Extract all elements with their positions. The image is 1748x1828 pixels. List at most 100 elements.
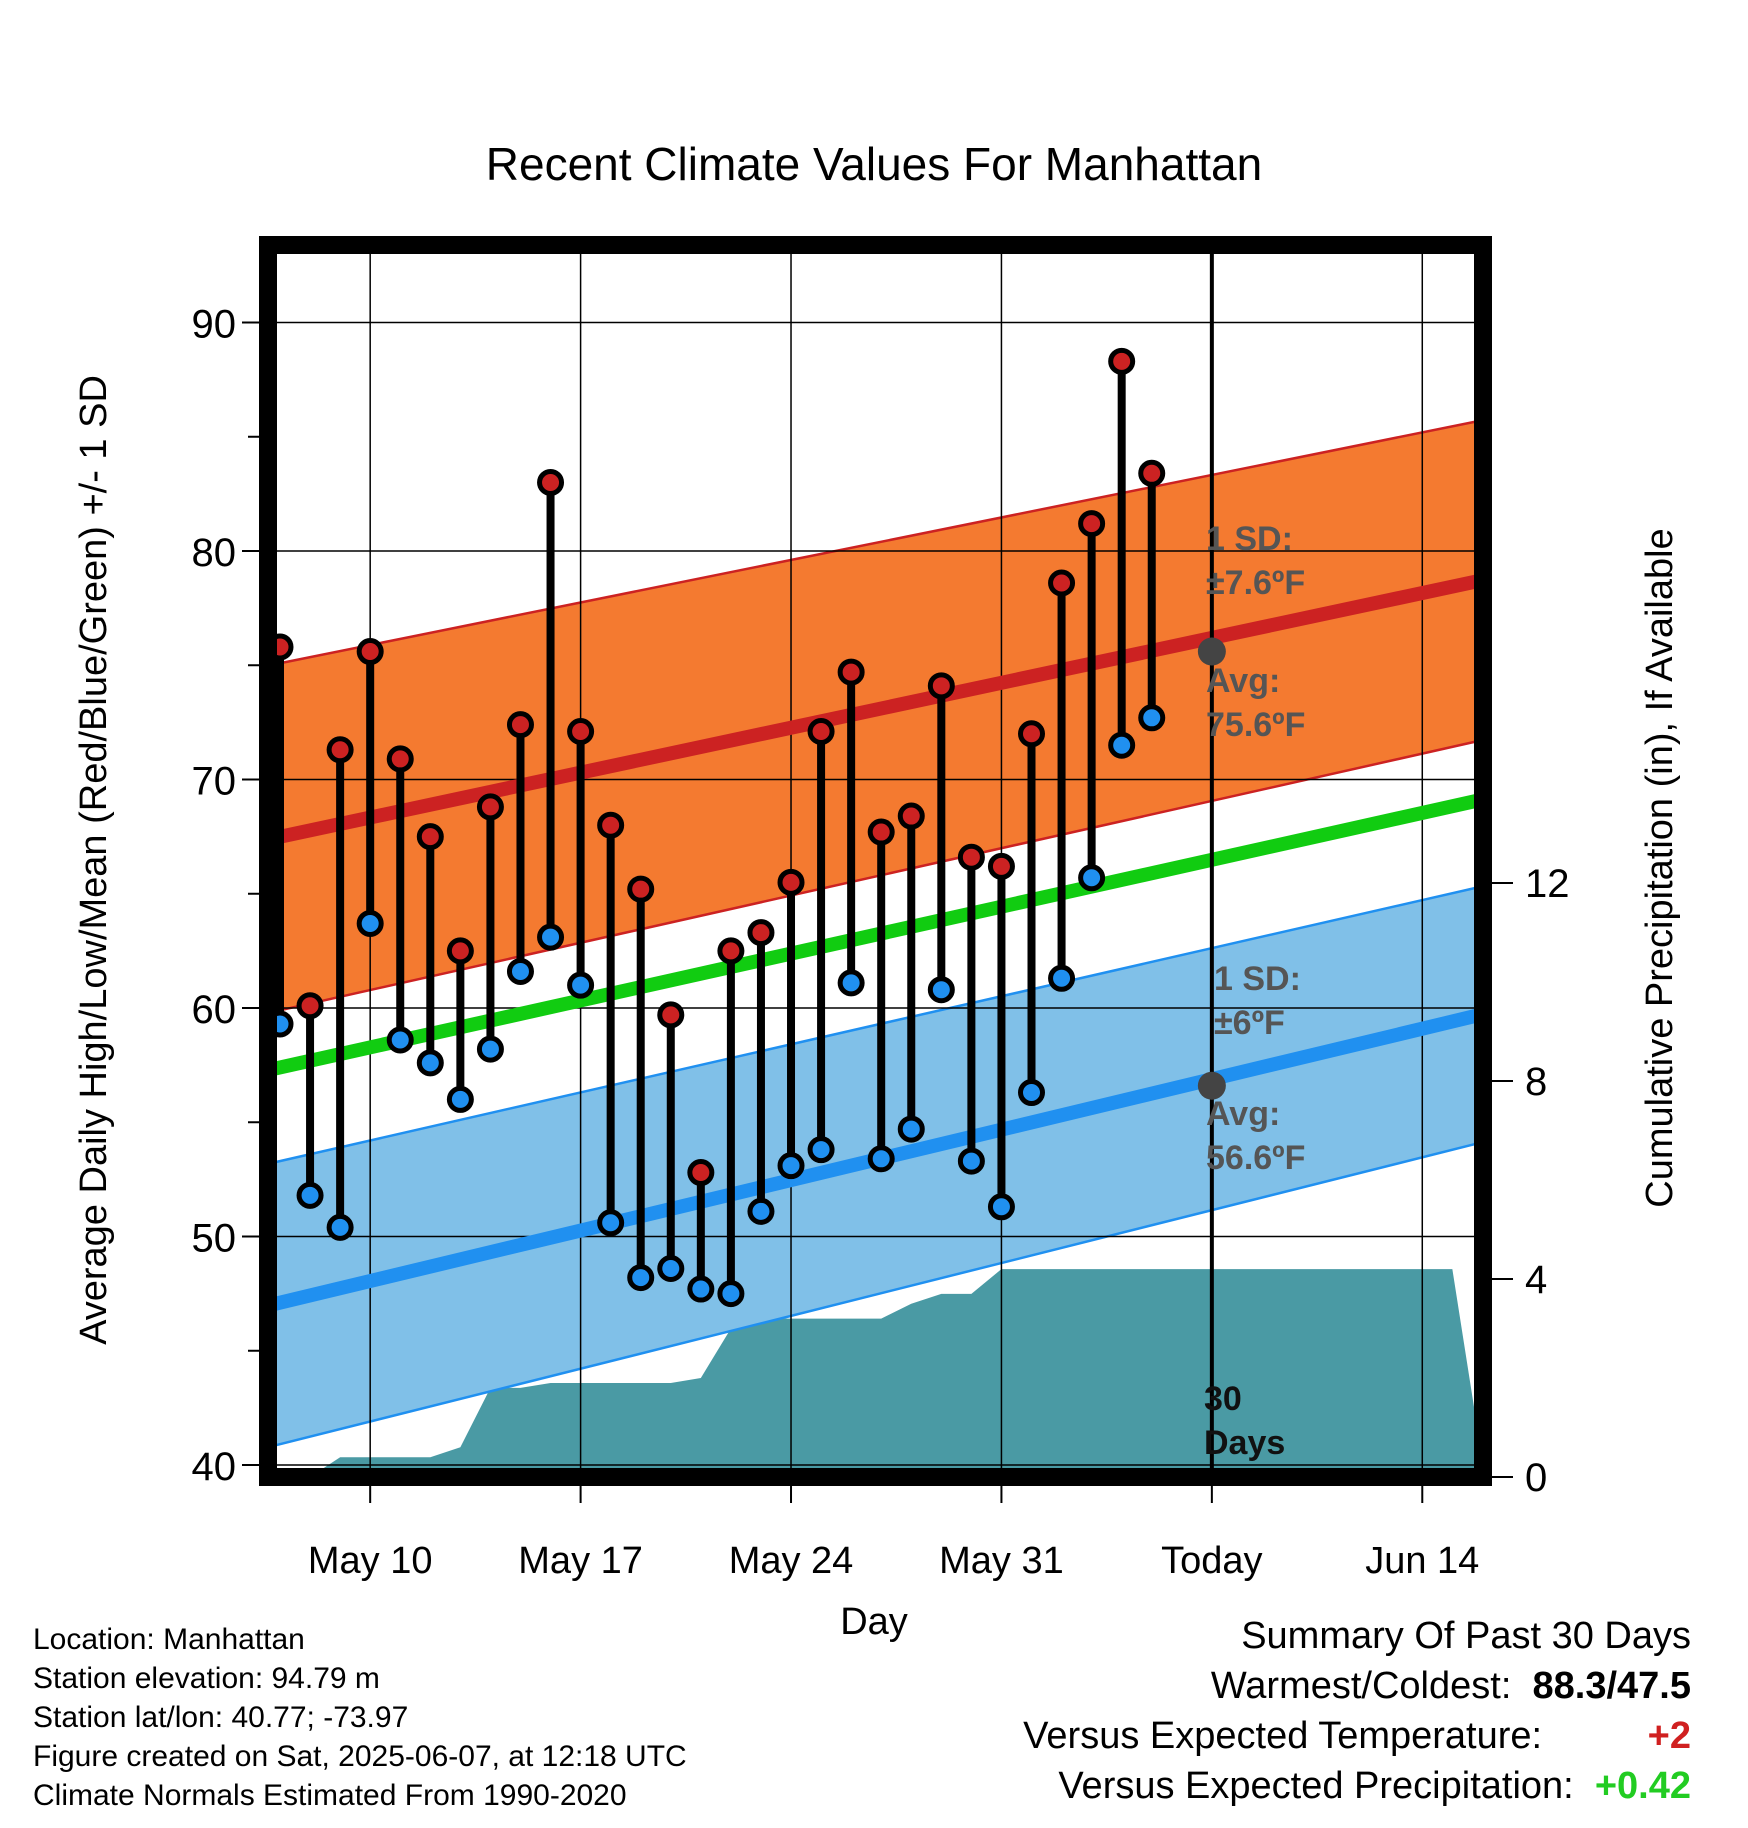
high-point xyxy=(537,468,565,496)
y2-tick-label: 8 xyxy=(1525,1060,1547,1104)
high-avg-label: Avg: xyxy=(1206,662,1280,700)
high-point xyxy=(386,745,414,773)
high-band-upper-edge xyxy=(269,419,1481,667)
low-point xyxy=(717,1280,745,1308)
high-point xyxy=(567,718,595,746)
x-tick-label: May 10 xyxy=(308,1540,433,1582)
station-info: Location: Manhattan Station elevation: 9… xyxy=(33,1620,687,1815)
y-axis-label: Average Daily High/Low/Mean (Red/Blue/Gr… xyxy=(73,375,115,1345)
location-text: Location: Manhattan xyxy=(33,1623,305,1656)
high-point xyxy=(326,736,354,764)
low-point xyxy=(296,1181,324,1209)
days-count-word: Days xyxy=(1204,1424,1285,1462)
high-point xyxy=(987,852,1015,880)
y2-axis-label: Cumulative Precipitation (in), If Availa… xyxy=(1639,528,1681,1207)
warm-cold-value: 88.3/47.5 xyxy=(1532,1665,1691,1707)
chart-title: Recent Climate Values For Manhattan xyxy=(486,138,1262,190)
x-tick-label: Today xyxy=(1161,1540,1262,1582)
low-point xyxy=(927,976,955,1004)
warm-cold-row: Warmest/Coldest: 88.3/47.5 xyxy=(1023,1661,1691,1711)
high-point xyxy=(957,843,985,871)
summary-panel: Summary Of Past 30 Days Warmest/Coldest:… xyxy=(1023,1611,1691,1811)
low-point xyxy=(687,1275,715,1303)
temp-row: Versus Expected Temperature: +2 xyxy=(1023,1711,1691,1761)
low-point xyxy=(416,1049,444,1077)
low-point xyxy=(506,957,534,985)
summary-title: Summary Of Past 30 Days xyxy=(1241,1615,1691,1657)
low-point xyxy=(957,1147,985,1175)
latlon-text: Station lat/lon: 40.77; -73.97 xyxy=(33,1701,409,1734)
low-point xyxy=(1078,864,1106,892)
high-point xyxy=(687,1159,715,1187)
low-point xyxy=(1138,704,1166,732)
high-point xyxy=(747,919,775,947)
low-sd-value: ±6ºF xyxy=(1214,1004,1285,1042)
low-point xyxy=(597,1209,625,1237)
y-tick-label: 70 xyxy=(192,760,237,804)
low-point xyxy=(987,1193,1015,1221)
high-point xyxy=(476,793,504,821)
high-band-lower-edge xyxy=(269,739,1481,1014)
high-point xyxy=(867,818,895,846)
plot-area: 1 SD: ±7.6ºF Avg: 75.6ºF 1 SD: ±6ºF Avg: 56.6ºF… xyxy=(268,245,1483,1477)
low-sd-label: 1 SD: xyxy=(1214,960,1301,998)
low-point xyxy=(837,969,865,997)
high-point xyxy=(1018,720,1045,748)
y-tick-label: 50 xyxy=(192,1217,237,1261)
x-tick-label: May 24 xyxy=(729,1540,854,1582)
high-point xyxy=(296,992,324,1020)
mean-line xyxy=(268,793,1482,1077)
high-avg-line xyxy=(268,573,1482,846)
low-point xyxy=(446,1085,474,1113)
low-point xyxy=(1048,964,1076,992)
y-tick-label: 90 xyxy=(192,303,237,347)
high-point xyxy=(1048,569,1076,597)
low-point xyxy=(777,1152,805,1180)
low-avg-label: Avg: xyxy=(1206,1095,1280,1133)
temp-label: Versus Expected Temperature: xyxy=(1023,1715,1543,1757)
high-point xyxy=(416,823,444,851)
low-band-upper-edge xyxy=(269,885,1481,1165)
high-point xyxy=(897,802,925,830)
today-avg-low-marker xyxy=(1197,1071,1226,1100)
precip-value: +0.42 xyxy=(1594,1765,1691,1807)
high-avg-value: 75.6ºF xyxy=(1206,706,1305,744)
high-point xyxy=(446,937,474,965)
x-tick-label: May 31 xyxy=(939,1540,1064,1582)
precip-label: Versus Expected Precipitation: xyxy=(1058,1765,1574,1807)
high-point xyxy=(777,868,805,896)
high-point xyxy=(837,658,865,686)
high-point xyxy=(807,718,835,746)
y2-tick-label: 0 xyxy=(1525,1456,1547,1500)
warm-cold-label: Warmest/Coldest: xyxy=(1210,1665,1512,1707)
high-point xyxy=(627,875,655,903)
elevation-text: Station elevation: 94.79 m xyxy=(33,1662,380,1695)
high-sd-value: ±7.6ºF xyxy=(1206,564,1305,602)
plot-frame xyxy=(259,236,1492,1486)
temp-value: +2 xyxy=(1647,1715,1691,1757)
low-point xyxy=(386,1026,414,1054)
high-point xyxy=(927,672,955,700)
days-count-number: 30 xyxy=(1204,1380,1242,1418)
low-point xyxy=(867,1145,895,1173)
high-point xyxy=(657,1001,685,1029)
high-point xyxy=(1108,347,1136,375)
today-avg-high-marker xyxy=(1197,637,1226,666)
high-point xyxy=(597,811,625,839)
precip-row: Versus Expected Precipitation: +0.42 xyxy=(1023,1761,1691,1811)
low-point xyxy=(627,1264,655,1292)
low-point xyxy=(897,1115,925,1143)
high-point xyxy=(1078,510,1106,538)
high-point xyxy=(356,638,384,666)
y-tick-label: 60 xyxy=(192,988,237,1032)
low-point xyxy=(326,1213,354,1241)
y-tick-label: 80 xyxy=(192,531,237,575)
low-point xyxy=(476,1035,504,1063)
low-band-lower-edge xyxy=(269,1141,1481,1448)
low-point xyxy=(747,1197,775,1225)
normals-text: Climate Normals Estimated From 1990-2020 xyxy=(33,1779,627,1812)
high-point xyxy=(506,711,534,739)
high-point xyxy=(1138,459,1166,487)
created-text: Figure created on Sat, 2025-06-07, at 12… xyxy=(33,1740,687,1773)
